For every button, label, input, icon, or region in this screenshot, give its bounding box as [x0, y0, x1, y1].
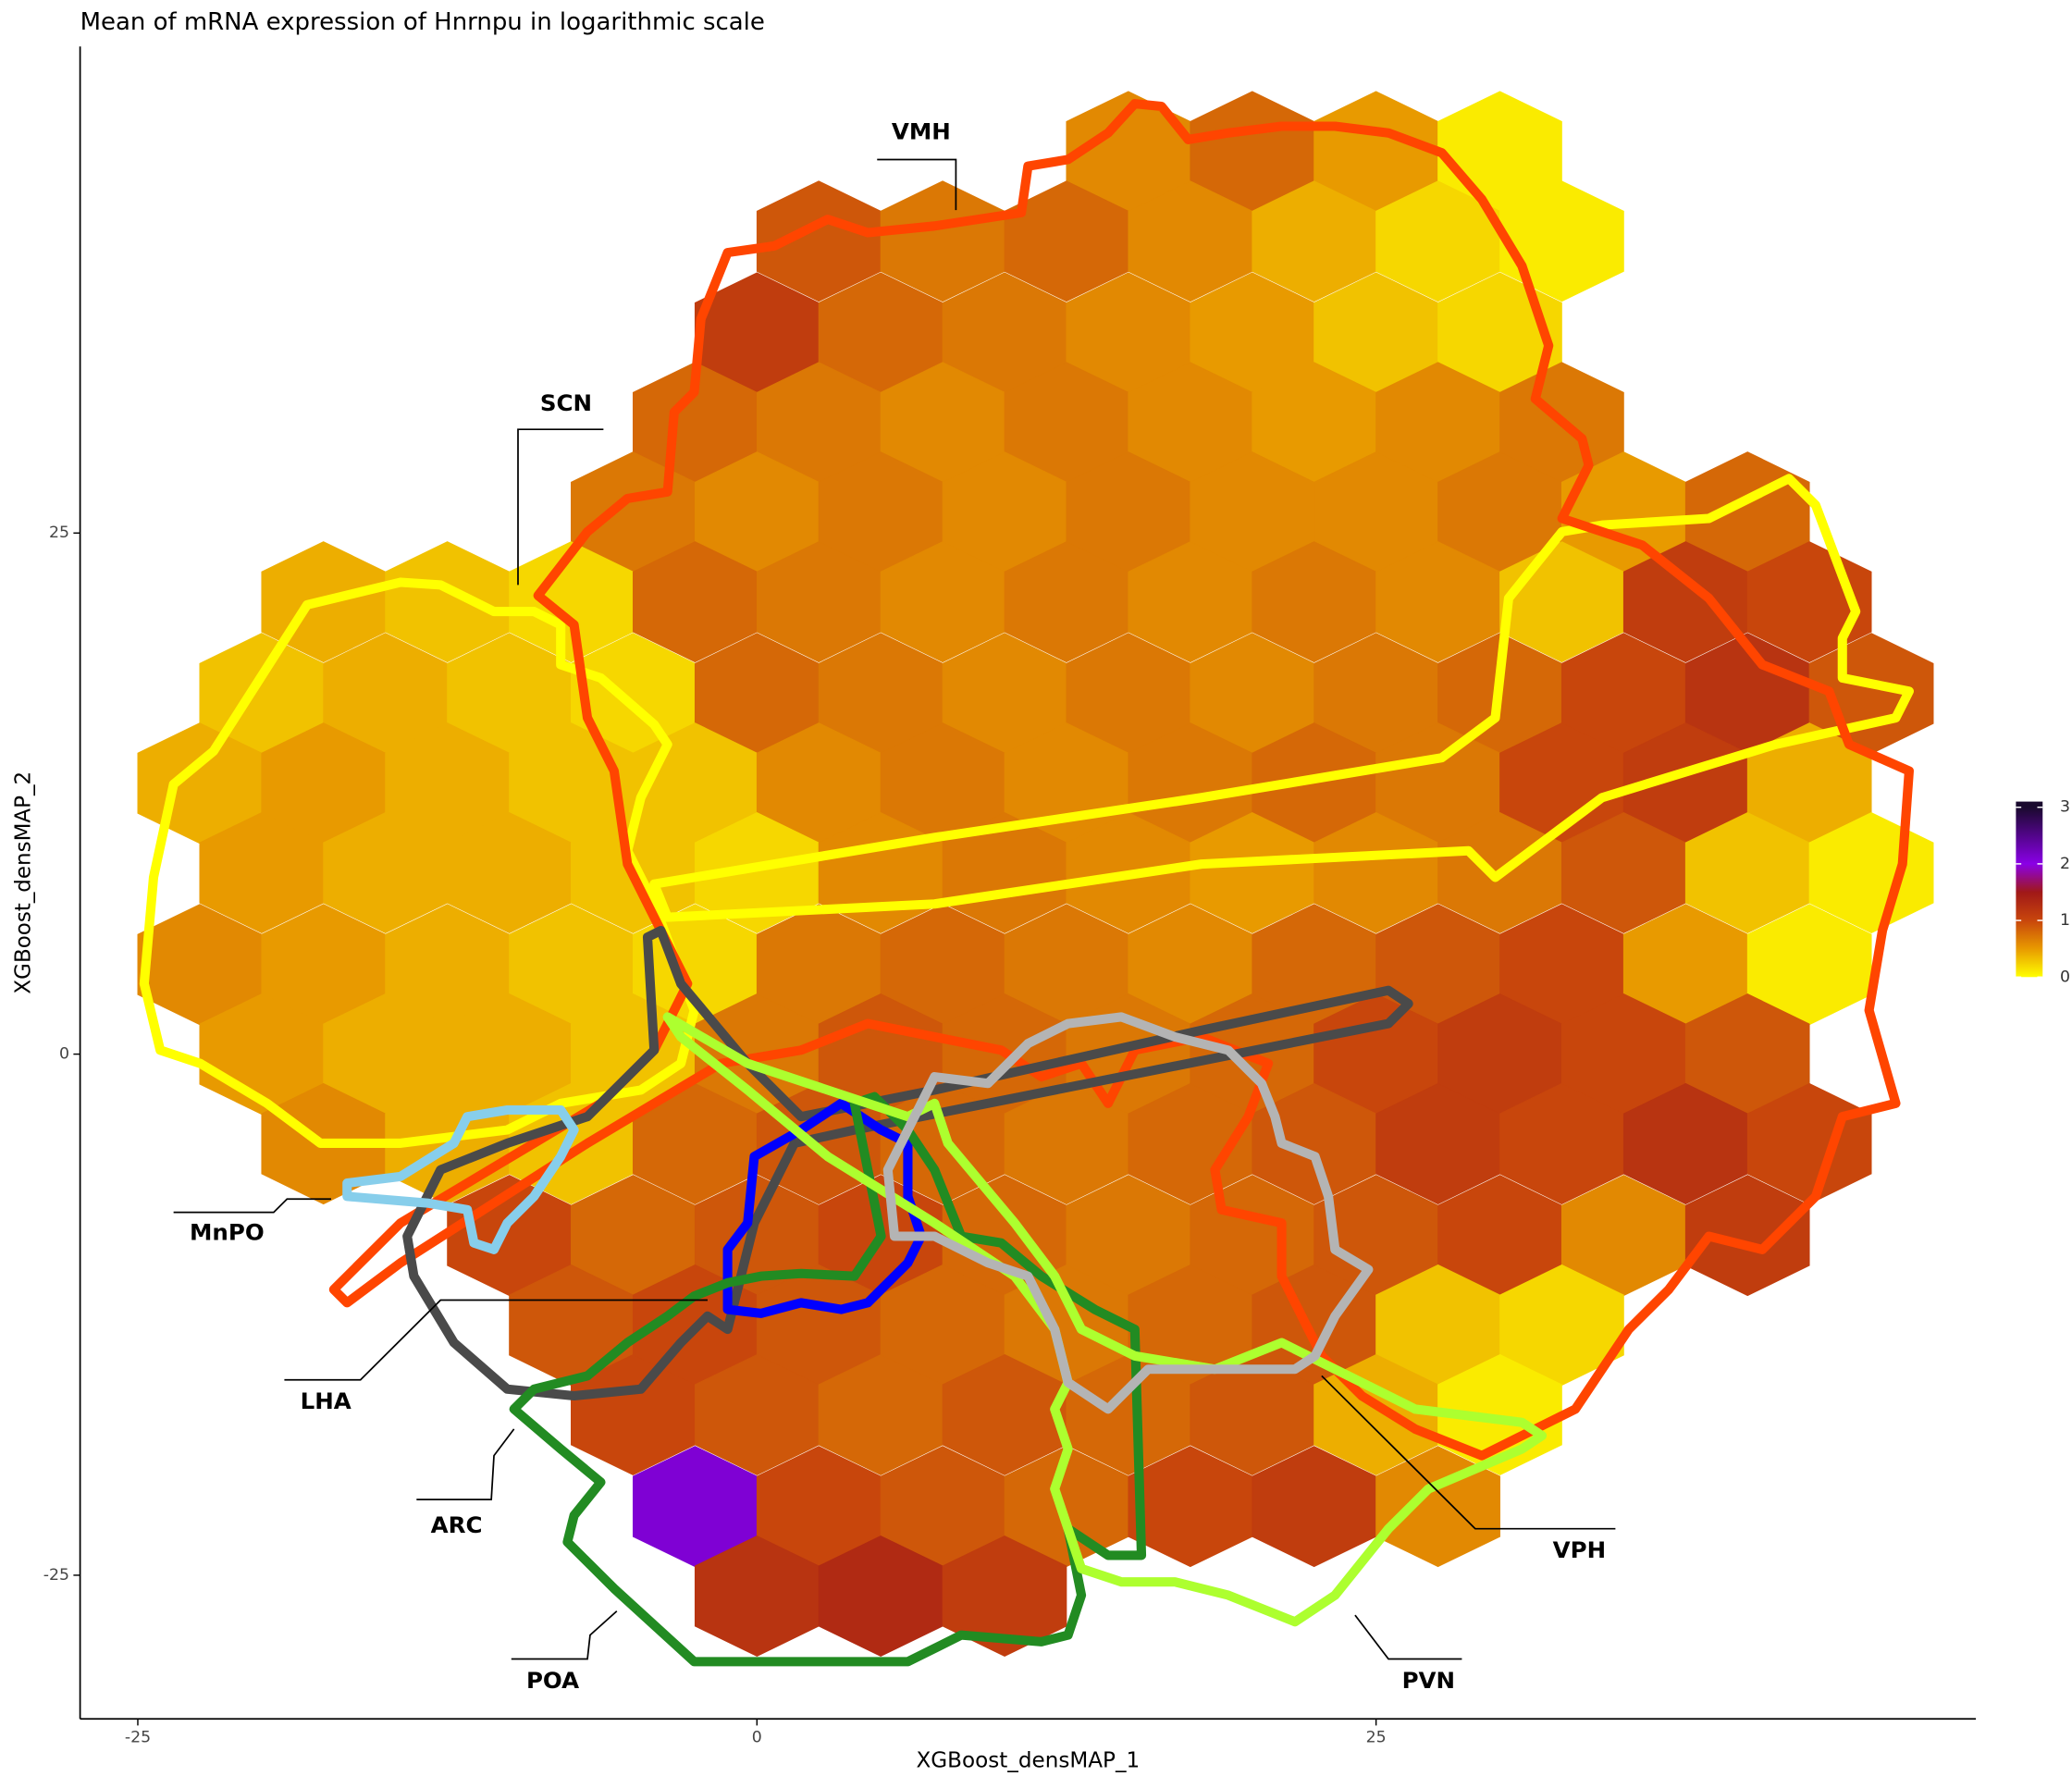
- region-label: ARC: [431, 1511, 483, 1538]
- region-label: MnPO: [190, 1219, 265, 1246]
- region-label: VPH: [1553, 1536, 1606, 1563]
- region-label: POA: [526, 1667, 579, 1694]
- scn-band-outline: [649, 474, 1914, 922]
- annotation-line: [173, 1198, 331, 1214]
- mnpo-outline: [342, 1104, 579, 1254]
- y-tick-label: 25: [49, 524, 69, 542]
- region-outlines: [139, 99, 1914, 1667]
- chart-title: Mean of mRNA expression of Hnrnpu in log…: [80, 8, 765, 36]
- hex-cell: [1499, 180, 1624, 302]
- vmh-outline: [328, 99, 1914, 1461]
- x-tick-label: 0: [752, 1728, 762, 1746]
- y-tick-label: 0: [59, 1045, 69, 1064]
- annotation-line: [416, 1428, 515, 1500]
- hexbin-layer: [137, 91, 1934, 1657]
- annotation-line: [511, 1610, 618, 1660]
- vph-outline: [882, 1012, 1374, 1414]
- x-tick-label: 25: [1366, 1728, 1387, 1746]
- annotation-line: [284, 1299, 708, 1381]
- annotation-line: [877, 158, 957, 211]
- annotations: VMH SCN MnPO LHA ARC POA PVN VPH: [173, 118, 1616, 1694]
- annotation-line: [517, 428, 604, 586]
- annotation-line: [1354, 1614, 1462, 1660]
- poa-outline: [509, 1092, 1147, 1667]
- region-label: PVN: [1402, 1667, 1455, 1694]
- colorbar-tick-label: 0: [2060, 968, 2070, 986]
- region-label: VMH: [892, 118, 951, 145]
- region-label: LHA: [301, 1388, 352, 1414]
- scn-outline: [139, 577, 699, 1148]
- colorbar-tick-label: 2: [2060, 855, 2070, 873]
- colorbar-tick-label: 1: [2060, 911, 2070, 930]
- ticks: -25 0 25 -25 0 25: [43, 524, 1387, 1746]
- y-tick-label: -25: [43, 1566, 69, 1585]
- arc-outline: [722, 1098, 926, 1318]
- colorbar-tick-label: 3: [2060, 798, 2070, 817]
- colorbar-ticks: 0 1 2 3: [2016, 798, 2070, 986]
- annotation-line: [1321, 1375, 1616, 1530]
- x-tick-label: -25: [125, 1728, 151, 1746]
- region-label: SCN: [540, 389, 592, 416]
- x-axis-label: XGBoost_densMAP_1: [916, 1749, 1140, 1773]
- colorbar: [2016, 801, 2043, 978]
- hex-cell: [942, 1535, 1067, 1657]
- y-axis-label: XGBoost_densMAP_2: [11, 771, 35, 994]
